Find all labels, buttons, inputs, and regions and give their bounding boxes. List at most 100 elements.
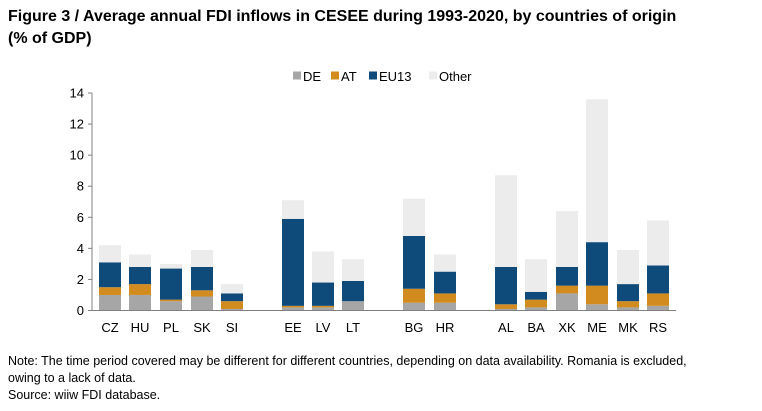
legend-swatch: [331, 71, 339, 80]
x-tick-label-pl: PL: [163, 320, 179, 335]
legend-label: EU13: [379, 69, 412, 84]
legend-swatch: [429, 71, 437, 80]
source-line: Source: wiiw FDI database.: [8, 388, 161, 402]
bar-lv-other: [312, 251, 334, 283]
bar-me-de: [586, 304, 608, 311]
legend-item-eu13: EU13: [369, 69, 412, 84]
bar-hu-other: [129, 254, 151, 267]
bar-lv-de: [312, 307, 334, 311]
bar-si-de: [221, 308, 243, 311]
bar-bg-other: [403, 198, 425, 236]
x-tick-label-si: SI: [226, 320, 238, 335]
y-tick-label: 6: [77, 210, 84, 225]
bar-pl-de: [160, 301, 182, 311]
bar-si-other: [221, 284, 243, 294]
x-tick-label-sk: SK: [193, 320, 211, 335]
bar-bg-de: [403, 302, 425, 311]
bar-al-at: [495, 304, 517, 309]
bar-ba-eu13: [525, 291, 547, 300]
bar-si-eu13: [221, 293, 243, 302]
bar-mk-other: [617, 249, 639, 285]
legend-label: Other: [439, 69, 472, 84]
x-tick-label-al: AL: [498, 320, 514, 335]
y-tick-label: 4: [77, 241, 84, 256]
x-tick-label-cz: CZ: [101, 320, 118, 335]
bar-hu-eu13: [129, 267, 151, 285]
x-tick-label-mk: MK: [618, 320, 638, 335]
legend-swatch: [293, 71, 301, 80]
bar-mk-eu13: [617, 284, 639, 302]
bar-hu-de: [129, 294, 151, 311]
bar-lv-at: [312, 305, 334, 308]
bar-cz-eu13: [99, 262, 121, 288]
bar-hr-at: [434, 293, 456, 303]
bar-cz-de: [99, 294, 121, 311]
y-tick-label: 12: [70, 117, 84, 132]
bar-me-at: [586, 285, 608, 305]
bar-xk-de: [556, 293, 578, 311]
legend-item-de: DE: [293, 69, 321, 84]
bar-xk-eu13: [556, 267, 578, 286]
bar-ba-other: [525, 259, 547, 292]
bar-xk-other: [556, 211, 578, 267]
bar-sk-other: [191, 249, 213, 267]
x-tick-label-lt: LT: [346, 320, 360, 335]
bar-ee-eu13: [282, 218, 304, 306]
bar-rs-eu13: [647, 265, 669, 294]
y-tick-label: 14: [70, 86, 84, 101]
x-tick-label-lv: LV: [316, 320, 331, 335]
bar-lt-de: [342, 301, 364, 311]
x-tick-label-hu: HU: [131, 320, 150, 335]
bar-lv-eu13: [312, 282, 334, 306]
x-tick-label-rs: RS: [649, 320, 667, 335]
legend-item-at: AT: [331, 69, 357, 84]
bar-hu-at: [129, 284, 151, 295]
bar-lt-other: [342, 259, 364, 281]
bar-ee-de: [282, 307, 304, 311]
bar-al-de: [495, 308, 517, 311]
bar-hr-de: [434, 302, 456, 311]
x-tick-label-hr: HR: [436, 320, 455, 335]
chart-title-line-1: Figure 3 / Average annual FDI inflows in…: [8, 8, 677, 25]
y-tick-label: 10: [70, 148, 84, 163]
bar-rs-other: [647, 220, 669, 266]
x-tick-label-ee: EE: [284, 320, 302, 335]
y-axis: 0 2 4 6 8 10 12 14: [70, 86, 93, 318]
x-tick-label-ba: BA: [527, 320, 545, 335]
bar-pl-other: [160, 263, 182, 269]
x-tick-label-me: ME: [587, 320, 607, 335]
bar-pl-at: [160, 299, 182, 302]
bar-ee-other: [282, 200, 304, 219]
bar-hr-other: [434, 254, 456, 272]
bar-sk-de: [191, 296, 213, 311]
bar-bg-at: [403, 288, 425, 303]
bar-sk-at: [191, 290, 213, 297]
bar-al-eu13: [495, 267, 517, 305]
bar-bg-eu13: [403, 235, 425, 289]
bar-pl-eu13: [160, 268, 182, 300]
bar-hr-eu13: [434, 271, 456, 294]
legend-item-other: Other: [429, 69, 472, 84]
legend-label: DE: [303, 69, 321, 84]
y-tick-label: 2: [77, 272, 84, 287]
legend-swatch: [369, 71, 377, 80]
x-tick-label-bg: BG: [405, 320, 424, 335]
bar-lt-eu13: [342, 280, 364, 302]
y-tick-label: 8: [77, 179, 84, 194]
note-line-2: owing to a lack of data.: [8, 371, 136, 385]
bar-sk-eu13: [191, 267, 213, 291]
bar-me-eu13: [586, 242, 608, 286]
chart-title: Figure 3 / Average annual FDI inflows in…: [8, 6, 753, 50]
bars: [99, 99, 669, 311]
chart-title-line-2: (% of GDP): [8, 30, 92, 47]
bar-si-at: [221, 301, 243, 309]
bar-me-other: [586, 99, 608, 243]
bar-mk-de: [617, 307, 639, 311]
bar-ee-at: [282, 305, 304, 308]
chart-footnote: Note: The time period covered may be dif…: [8, 353, 753, 404]
bar-cz-other: [99, 245, 121, 263]
y-tick-label: 0: [77, 303, 84, 318]
chart-legend: DE AT EU13 Other: [293, 69, 472, 84]
bar-al-other: [495, 175, 517, 267]
